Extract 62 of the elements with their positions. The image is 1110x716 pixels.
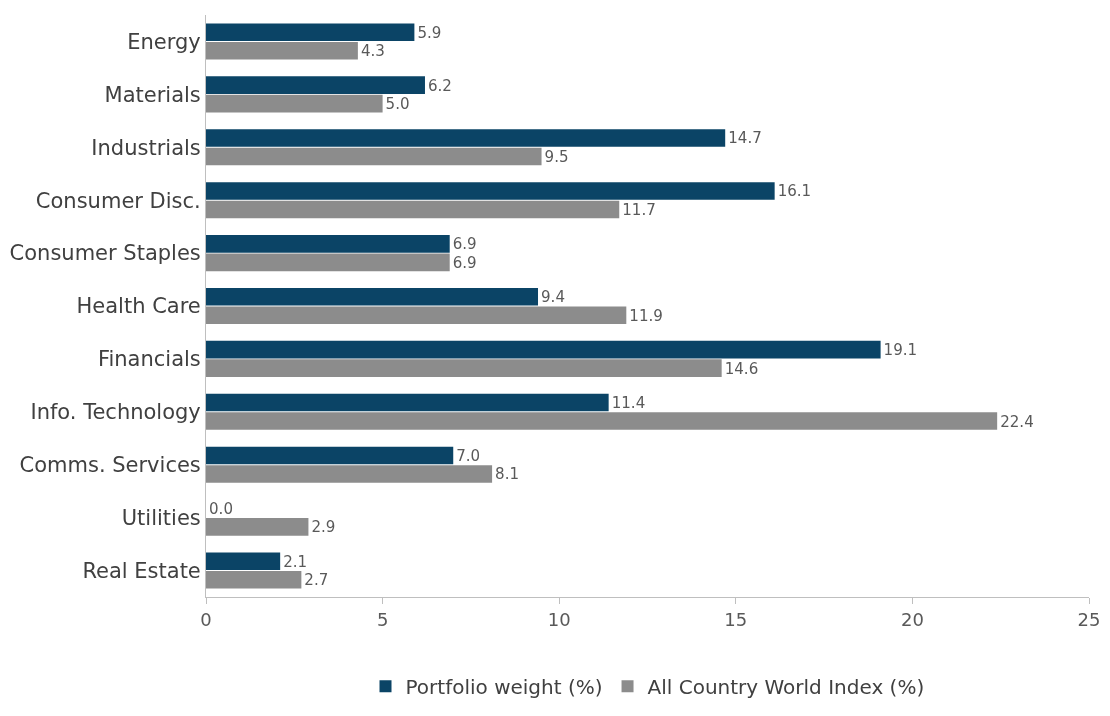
bar	[206, 446, 454, 465]
x-tick-label: 5	[376, 608, 389, 630]
data-label: 6.9	[452, 235, 477, 254]
bar	[206, 393, 609, 412]
x-tick-label: 10	[547, 608, 571, 630]
y-tick-label: Consumer Disc.	[35, 188, 201, 213]
y-tick-label: Info. Technology	[30, 400, 201, 425]
legend-label: Portfolio weight (%)	[405, 675, 603, 700]
x-tick-label: 20	[900, 608, 924, 630]
bar	[206, 552, 281, 571]
bar	[206, 41, 358, 60]
data-label: 19.1	[883, 341, 918, 360]
bar	[206, 23, 415, 41]
bar	[206, 129, 726, 147]
data-label: 8.1	[495, 465, 520, 484]
data-label: 16.1	[777, 182, 812, 201]
y-tick-label: Comms. Services	[19, 453, 201, 478]
data-label: 7.0	[456, 446, 481, 465]
y-tick-label: Financials	[97, 347, 201, 372]
bar	[206, 94, 383, 113]
bar	[206, 200, 620, 219]
bar	[206, 147, 542, 166]
data-label: 6.9	[452, 253, 477, 272]
data-label: 11.4	[611, 394, 646, 413]
data-label: 14.7	[728, 129, 762, 148]
y-tick-label: Materials	[104, 82, 201, 107]
data-label: 0.0	[209, 499, 233, 518]
data-label: 6.2	[427, 76, 452, 95]
data-label: 5.9	[417, 23, 442, 42]
data-label: 9.4	[541, 288, 565, 307]
bar	[206, 76, 425, 94]
legend-label: All Country World Index (%)	[647, 675, 925, 700]
data-label: 14.6	[724, 359, 759, 378]
data-label: 2.1	[283, 552, 308, 571]
y-tick-label: Energy	[127, 29, 201, 54]
data-label: 2.9	[311, 518, 336, 537]
y-tick-label: Industrials	[91, 135, 201, 160]
data-label: 9.5	[544, 147, 569, 166]
bar	[206, 518, 309, 536]
bar	[206, 340, 881, 359]
x-tick-label: 0	[200, 608, 212, 630]
data-label: 4.3	[360, 42, 385, 61]
bar	[206, 253, 450, 272]
bar	[206, 287, 539, 306]
x-tick-label: 15	[724, 608, 748, 630]
bar	[206, 412, 998, 430]
bar	[206, 306, 627, 325]
bar	[206, 182, 775, 200]
bar	[206, 465, 493, 483]
data-label: 5.0	[385, 95, 410, 114]
bar	[206, 571, 302, 589]
bar	[206, 235, 450, 253]
data-label: 22.4	[1000, 412, 1034, 431]
x-tick-label: 25	[1077, 608, 1101, 630]
y-tick-label: Real Estate	[82, 558, 201, 583]
y-tick-label: Health Care	[76, 294, 201, 319]
y-tick-label: Consumer Staples	[9, 241, 201, 266]
bar	[206, 359, 722, 377]
data-label: 11.7	[622, 200, 656, 219]
data-label: 2.7	[304, 571, 329, 590]
data-label: 11.9	[629, 306, 663, 325]
y-tick-label: Utilities	[121, 505, 201, 530]
